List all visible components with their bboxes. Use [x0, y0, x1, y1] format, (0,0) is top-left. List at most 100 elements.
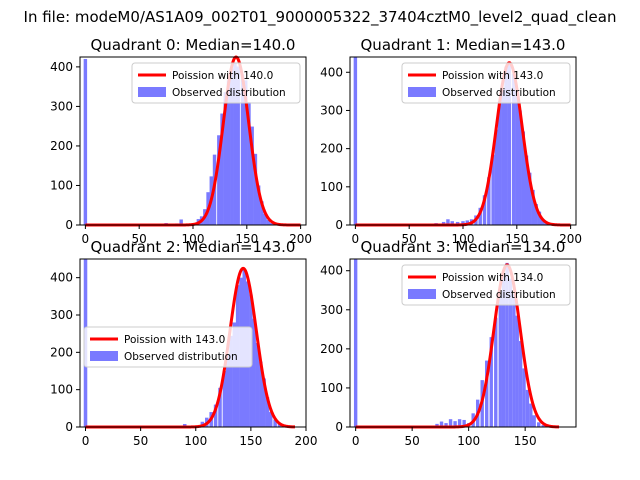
histogram-bar	[478, 207, 482, 225]
histogram-bar	[262, 378, 266, 427]
x-tick-label: 150	[239, 434, 262, 448]
y-tick-label: 400	[320, 65, 343, 79]
x-tick-label: 50	[405, 434, 420, 448]
y-tick-label: 100	[50, 178, 73, 192]
histogram-bar	[494, 317, 498, 427]
histogram-bar	[268, 412, 273, 427]
histogram-bar	[518, 341, 523, 427]
y-tick-label: 300	[320, 103, 343, 117]
histogram-bar	[494, 129, 499, 225]
y-tick-label: 300	[320, 303, 343, 317]
x-tick-label: 150	[235, 232, 258, 246]
legend-box	[401, 62, 571, 104]
histogram-bar	[213, 404, 218, 427]
histogram-bar	[485, 360, 489, 427]
histogram-bar	[515, 90, 519, 225]
histogram-bar	[534, 204, 538, 225]
y-tick-label: 100	[50, 383, 73, 397]
x-tick-label: 50	[132, 232, 147, 246]
legend-label: Poission with 143.0	[124, 334, 225, 346]
histogram-bar	[230, 68, 234, 225]
histogram-bar	[263, 213, 267, 225]
y-tick-label: 300	[50, 99, 73, 113]
histogram-bar	[259, 361, 263, 427]
histogram-bar	[255, 343, 260, 427]
histogram-bar	[269, 223, 274, 225]
histogram-bar	[497, 100, 502, 225]
histogram-bar	[504, 66, 508, 225]
x-tick-label: 200	[295, 434, 318, 448]
legend-box	[131, 62, 301, 104]
histogram-bar	[229, 335, 233, 427]
histogram-bar	[232, 322, 237, 427]
histogram-bar	[501, 274, 506, 427]
y-tick-label: 100	[320, 180, 343, 194]
histogram-bar	[461, 221, 465, 225]
legend-label: Observed distribution	[172, 87, 286, 99]
legend: Poission with 143.0 Observed distribution	[83, 326, 253, 368]
histogram-bar	[511, 73, 516, 225]
axes-frame	[79, 258, 307, 428]
legend-bar-swatch	[138, 87, 166, 97]
y-tick-label: 300	[50, 308, 73, 322]
histogram-bar	[273, 419, 277, 427]
histogram-bar	[544, 223, 548, 225]
histogram-bar	[487, 177, 491, 225]
histogram-bar	[217, 135, 221, 225]
histogram-bar	[220, 113, 224, 225]
histogram-bar	[256, 185, 261, 225]
subplot-quadrant-1: 0 50 100 150 200 0 100 200 300 400 Poission with 1…	[320, 36, 582, 246]
x-tick-label: 150	[514, 434, 537, 448]
histogram-bar	[498, 294, 502, 427]
histogram-bar	[266, 219, 271, 225]
x-tick-label: 100	[457, 434, 480, 448]
legend-box	[83, 326, 253, 368]
histogram-bar	[489, 337, 493, 427]
histogram-bar	[508, 278, 513, 427]
x-tick-label: 100	[452, 232, 475, 246]
histogram-bar	[233, 62, 237, 225]
legend-bar-swatch	[408, 289, 436, 299]
subplot-title: Quadrant 3: Median=134.0	[361, 238, 566, 256]
legend-label: Observed distribution	[442, 87, 556, 99]
legend-label: Poission with 140.0	[172, 70, 273, 82]
histogram-bar	[450, 221, 454, 225]
histogram-bar	[439, 421, 444, 427]
legend-label: Observed distribution	[442, 289, 556, 301]
histogram-bar	[448, 419, 453, 427]
x-tick-label: 0	[352, 232, 360, 246]
histogram-bar	[240, 74, 245, 225]
histogram-bars	[353, 259, 545, 427]
subplot-quadrant-0: 0 50 100 150 200 0 100 200 300 400 Poission with 1…	[50, 36, 312, 246]
legend-bar-swatch	[408, 87, 436, 97]
y-tick-label: 0	[335, 420, 343, 434]
histogram-bar	[524, 155, 529, 225]
histogram-bar	[179, 219, 183, 225]
histogram-bar	[518, 110, 522, 225]
legend-label: Poission with 134.0	[442, 272, 543, 284]
figure-suptitle: In file: modeM0/AS1A09_002T01_9000005322…	[24, 8, 617, 27]
histogram-bar	[529, 403, 533, 427]
histogram-bar	[507, 64, 511, 226]
histogram-bar	[501, 89, 505, 225]
x-tick-label: 0	[352, 434, 360, 448]
histogram-bar	[253, 153, 258, 225]
histogram-bars	[83, 58, 274, 225]
legend: Poission with 134.0 Observed distribution	[401, 264, 571, 306]
histogram-bars	[353, 57, 548, 226]
y-tick-label: 0	[65, 420, 73, 434]
x-tick-label: 0	[82, 434, 90, 448]
histogram-bar	[505, 262, 509, 427]
histogram-bar	[491, 154, 495, 225]
histogram-bar	[482, 195, 487, 225]
histogram-bar	[528, 172, 532, 225]
x-tick-label: 200	[559, 232, 582, 246]
histogram-bar	[226, 80, 231, 225]
histogram-bar	[441, 221, 446, 225]
histogram-bar	[531, 189, 535, 225]
x-tick-label: 200	[289, 232, 312, 246]
histogram-bar	[225, 354, 230, 427]
histogram-bar	[444, 423, 448, 427]
histogram-bar	[353, 57, 358, 225]
